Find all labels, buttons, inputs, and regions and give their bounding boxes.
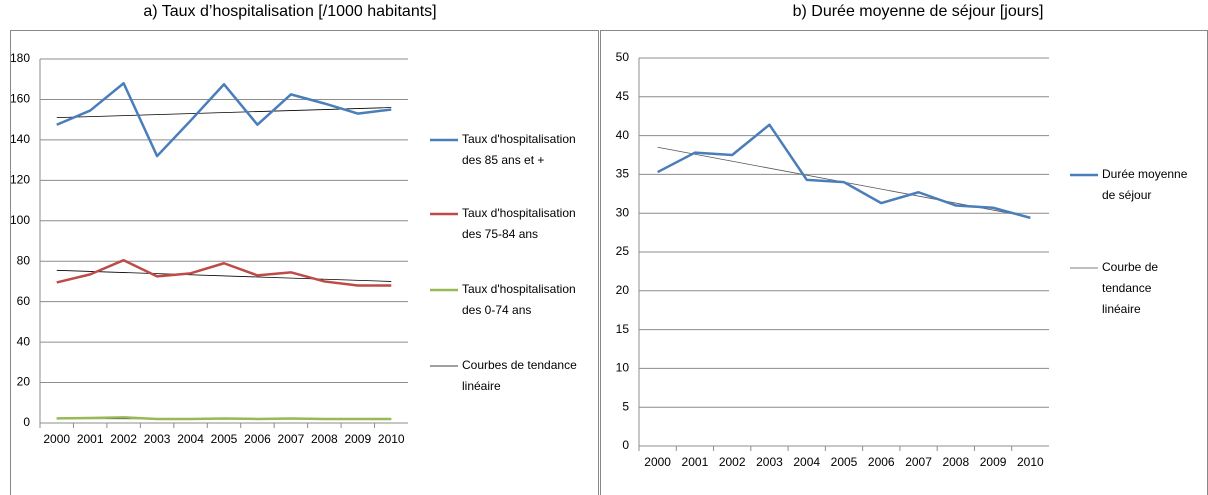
- x-tick-label: 2005: [211, 432, 238, 446]
- y-tick-label: 20: [17, 375, 31, 389]
- legend-label: Durée moyenne de séjour: [1102, 167, 1188, 202]
- y-tick-label: 120: [10, 173, 30, 187]
- legend-label: Taux d'hospitalisation des 85 ans et +: [462, 132, 576, 167]
- x-tick-label: 2010: [1017, 455, 1044, 469]
- legend-label: Taux d'hospitalisation des 75-84 ans: [462, 206, 576, 241]
- y-tick-label: 25: [616, 244, 630, 258]
- x-tick-label: 2008: [311, 432, 338, 446]
- y-tick-label: 0: [622, 438, 629, 452]
- y-tick-label: 40: [616, 128, 630, 142]
- trend-line: [56, 269, 392, 282]
- x-tick-label: 2000: [43, 432, 70, 446]
- y-tick-label: 60: [17, 294, 31, 308]
- y-tick-label: 50: [616, 50, 630, 64]
- chart-title: a) Taux d’hospitalisation [/1000 habitan…: [143, 3, 436, 20]
- y-tick-label: 180: [10, 51, 30, 65]
- x-tick-label: 2003: [756, 455, 783, 469]
- series-line: [56, 416, 392, 421]
- x-tick-label: 2007: [905, 455, 932, 469]
- series-line: [56, 258, 392, 287]
- y-tick-label: 30: [616, 205, 630, 219]
- y-tick-label: 0: [23, 415, 30, 429]
- x-tick-label: 2001: [682, 455, 709, 469]
- y-tick-label: 140: [10, 132, 30, 146]
- x-tick-label: 2006: [244, 432, 271, 446]
- y-tick-label: 15: [616, 322, 630, 336]
- x-tick-label: 2010: [378, 432, 405, 446]
- legend-label: Courbes de tendance linéaire: [462, 358, 577, 393]
- x-tick-label: 2004: [177, 432, 204, 446]
- x-tick-label: 2005: [831, 455, 858, 469]
- y-tick-label: 100: [10, 213, 30, 227]
- x-tick-label: 2002: [719, 455, 746, 469]
- series-line: [56, 82, 392, 158]
- x-tick-label: 2004: [793, 455, 820, 469]
- x-tick-label: 2007: [278, 432, 305, 446]
- x-tick-label: 2009: [980, 455, 1007, 469]
- y-tick-label: 20: [616, 283, 630, 297]
- legend-label: Taux d'hospitalisation des 0-74 ans: [462, 282, 576, 317]
- legend-label: Courbe de tendance linéaire: [1102, 260, 1159, 316]
- y-tick-label: 80: [17, 253, 31, 267]
- chart-frame: [10, 30, 599, 495]
- x-tick-label: 2002: [110, 432, 137, 446]
- chart-title: b) Durée moyenne de séjour [jours]: [793, 3, 1044, 20]
- y-tick-label: 10: [616, 361, 630, 375]
- x-tick-label: 2008: [942, 455, 969, 469]
- x-tick-label: 2006: [868, 455, 895, 469]
- series-line: [657, 123, 1031, 220]
- y-tick-label: 45: [616, 89, 630, 103]
- y-tick-label: 5: [622, 399, 629, 413]
- y-tick-label: 160: [10, 92, 30, 106]
- y-tick-label: 35: [616, 167, 630, 181]
- x-tick-label: 2003: [144, 432, 171, 446]
- y-tick-label: 40: [17, 334, 31, 348]
- x-tick-label: 2009: [344, 432, 371, 446]
- x-tick-label: 2000: [644, 455, 671, 469]
- trend-line: [56, 107, 392, 119]
- x-tick-label: 2001: [77, 432, 104, 446]
